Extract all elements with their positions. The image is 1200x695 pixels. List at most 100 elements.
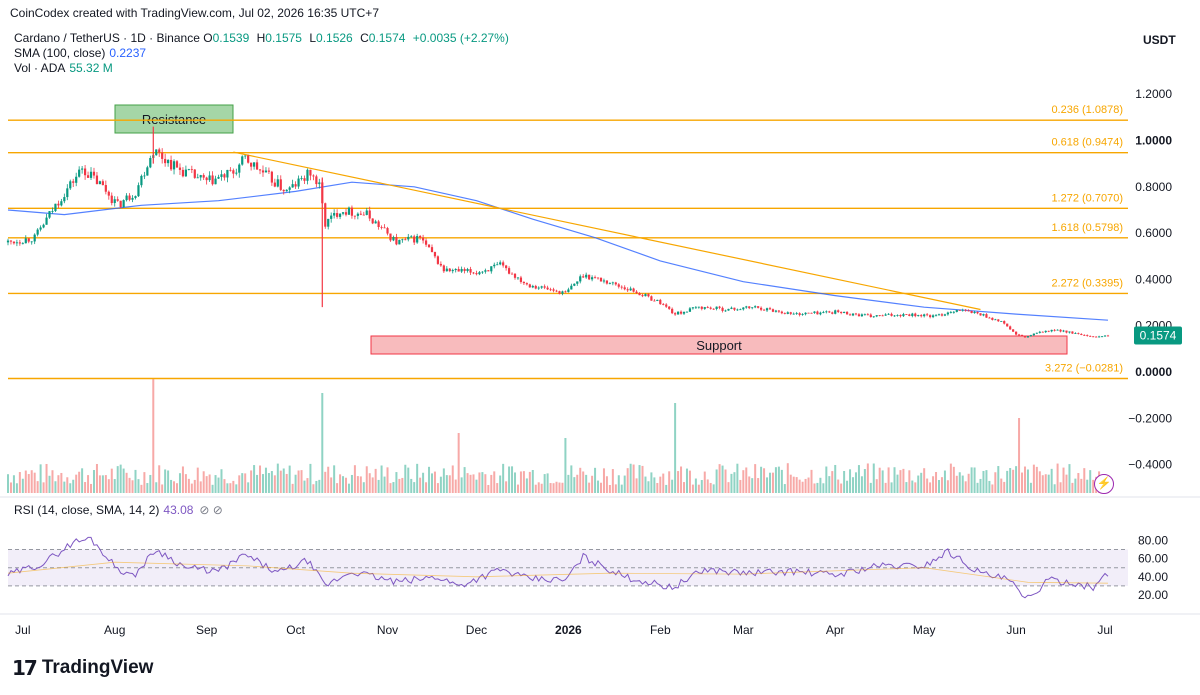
candle-body — [1038, 331, 1041, 333]
volume-bar — [932, 476, 935, 493]
candle-body — [923, 314, 926, 317]
volume-bar — [244, 473, 247, 493]
volume-bar — [1012, 469, 1015, 493]
volume-bar — [866, 463, 869, 493]
candle-body — [1009, 326, 1012, 330]
volume-bar — [703, 471, 706, 493]
candle-body — [988, 317, 991, 319]
volume-bar — [312, 484, 315, 493]
candle-body — [241, 156, 244, 165]
volume-bar — [92, 470, 95, 493]
candle-body — [383, 227, 386, 229]
volume-bar — [380, 465, 383, 493]
volume-bar — [223, 479, 226, 493]
currency-label[interactable]: USDT — [1143, 33, 1176, 47]
volume-label[interactable]: Vol · ADA — [14, 61, 66, 75]
candle-body — [1029, 335, 1033, 337]
candle-body — [807, 312, 810, 314]
candle-body — [122, 200, 125, 208]
volume-bar — [149, 474, 152, 493]
volume-bar — [321, 393, 324, 493]
volume-bar — [1044, 474, 1047, 493]
volume-bar — [846, 480, 849, 493]
volume-bar — [659, 476, 662, 493]
volume-bar — [579, 467, 582, 493]
volume-bar — [152, 378, 155, 493]
volume-bar — [567, 474, 570, 493]
candle-body — [469, 269, 472, 273]
volume-bar — [442, 468, 445, 493]
candle-body — [336, 213, 339, 217]
volume-bar — [807, 477, 810, 493]
volume-bar — [988, 480, 991, 493]
volume-bar — [18, 472, 21, 493]
rsi-label[interactable]: RSI (14, close, SMA, 14, 2) — [14, 503, 160, 517]
candle-body — [250, 162, 253, 167]
volume-bar — [404, 464, 407, 493]
volume-bar — [110, 468, 113, 493]
volume-bar — [131, 480, 134, 493]
candle-body — [66, 188, 69, 198]
volume-bar — [119, 464, 122, 493]
candle-body — [1068, 331, 1071, 333]
candle-body — [590, 277, 594, 280]
volume-bar — [176, 483, 179, 493]
volume-bar — [940, 477, 943, 493]
candle-body — [175, 161, 179, 168]
candle-body — [232, 170, 235, 174]
volume-bar — [347, 483, 350, 493]
candle-body — [937, 314, 941, 316]
volume-bar — [24, 470, 27, 493]
volume-bar — [982, 470, 985, 493]
volume-bar — [706, 479, 709, 493]
volume-bar — [15, 483, 18, 493]
candle-body — [795, 313, 798, 314]
time-tick: Mar — [733, 623, 754, 637]
volume-bar — [60, 472, 63, 493]
fib-level-label: 1.272 (0.7070) — [1051, 192, 1123, 204]
lightning-icon[interactable]: ⚡ — [1094, 474, 1114, 494]
symbol-title[interactable]: Cardano / TetherUS · 1D · Binance — [14, 31, 200, 45]
volume-bar — [976, 482, 979, 493]
rsi-tick: 60.00 — [1138, 552, 1168, 566]
volume-bar — [585, 474, 588, 493]
candle-body — [1095, 336, 1098, 338]
candle-body — [401, 239, 404, 241]
volume-bar — [125, 472, 128, 493]
candle-body — [365, 210, 368, 215]
sma-label[interactable]: SMA (100, close) — [14, 46, 106, 60]
volume-bar — [641, 465, 644, 493]
volume-bar — [602, 468, 605, 493]
candle-body — [757, 306, 760, 308]
candle-body — [463, 268, 466, 272]
volume-bar — [576, 474, 579, 493]
candle-body — [110, 195, 113, 204]
candle-body — [567, 289, 570, 292]
candle-body — [285, 189, 288, 192]
candle-body — [810, 312, 813, 314]
candle-body — [733, 307, 736, 310]
candle-body — [507, 268, 511, 274]
volume-bar — [742, 470, 745, 493]
candle-body — [730, 307, 733, 309]
candle-body — [804, 312, 807, 315]
time-tick: Oct — [286, 623, 305, 637]
volume-bar — [801, 481, 804, 493]
volume-bar — [439, 476, 442, 493]
candle-body — [967, 310, 970, 312]
candle-body — [994, 319, 997, 321]
volume-bar — [638, 465, 641, 493]
volume-bar — [632, 464, 635, 493]
volume-bar — [167, 470, 170, 493]
volume-bar — [914, 482, 917, 493]
candle-body — [774, 310, 778, 312]
candle-body — [890, 313, 893, 316]
volume-bar — [84, 482, 87, 493]
volume-bar — [226, 483, 229, 493]
volume-bar — [795, 477, 798, 493]
candle-body — [134, 196, 137, 198]
visibility-icon[interactable]: ⊘ ⊘ — [199, 503, 223, 517]
candle-body — [546, 287, 549, 290]
candle-body — [516, 277, 520, 279]
